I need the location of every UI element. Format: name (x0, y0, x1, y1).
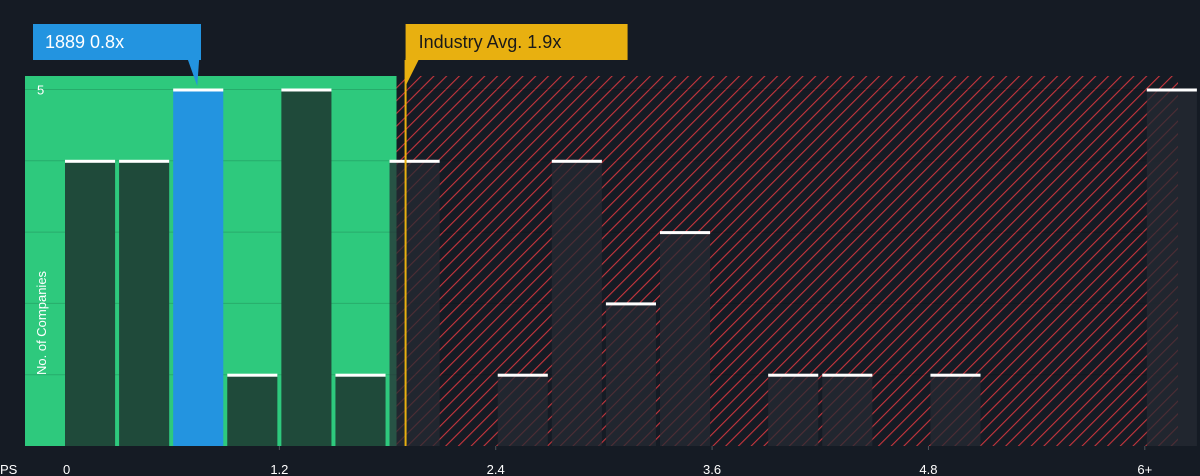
company-callout-label: 1889 0.8x (45, 32, 124, 52)
histogram-bar (551, 160, 602, 447)
bar-top-marker (389, 159, 440, 163)
bar-top-marker (497, 373, 548, 377)
bar-top-marker (930, 373, 981, 377)
bar-top-marker (822, 373, 873, 377)
histogram-bar (335, 374, 386, 446)
y-tick-label: 5 (37, 83, 44, 98)
company-callout-pointer (187, 58, 200, 86)
industry-callout-label: Industry Avg. 1.9x (419, 32, 562, 52)
histogram-bar (227, 374, 278, 446)
bar-top-marker (768, 373, 819, 377)
histogram-bar (173, 89, 224, 446)
y-axis-label: No. of Companies (34, 270, 49, 375)
histogram-bar (930, 374, 981, 446)
x-tick-label: 4.8 (919, 462, 937, 476)
x-tick-label: 6+ (1137, 462, 1152, 476)
x-tick-label: 2.4 (487, 462, 505, 476)
bar-top-marker (173, 88, 224, 92)
industry-callout-box (405, 24, 628, 60)
histogram-bar (605, 303, 656, 446)
histogram-bar (65, 160, 116, 447)
histogram-bar (822, 374, 873, 446)
industry-callout: Industry Avg. 1.9x (405, 24, 628, 86)
bar-top-marker (659, 231, 711, 235)
bar-top-marker (335, 373, 386, 377)
histogram-bar (659, 232, 711, 446)
bar-top-marker (281, 88, 332, 92)
histogram-bar (389, 160, 440, 447)
x-tick-label: 0 (63, 462, 70, 476)
histogram-bar (768, 374, 819, 446)
company-callout: 1889 0.8x (33, 24, 201, 86)
bar-top-marker (227, 373, 278, 377)
bar-top-marker (551, 159, 602, 163)
bar-top-marker (65, 159, 116, 163)
callouts: 1889 0.8x Industry Avg. 1.9x (33, 24, 628, 86)
histogram-bar (497, 374, 548, 446)
x-axis-label: PS (0, 462, 18, 476)
bar-top-marker (119, 159, 170, 163)
axes: No. of Companies PS 0 1.2 2.4 3.6 4.8 6+ 5 (0, 83, 1152, 476)
bar-top-marker (1146, 88, 1197, 92)
company-callout-box (33, 24, 201, 60)
x-tick-label: 1.2 (270, 462, 288, 476)
histogram-bar (281, 89, 332, 446)
x-tick-label: 3.6 (703, 462, 721, 476)
bar-top-marker (605, 302, 656, 306)
histogram-bar (119, 160, 170, 447)
histogram-bars (65, 88, 1197, 447)
industry-callout-pointer (405, 58, 420, 86)
histogram-bar (1146, 89, 1197, 446)
